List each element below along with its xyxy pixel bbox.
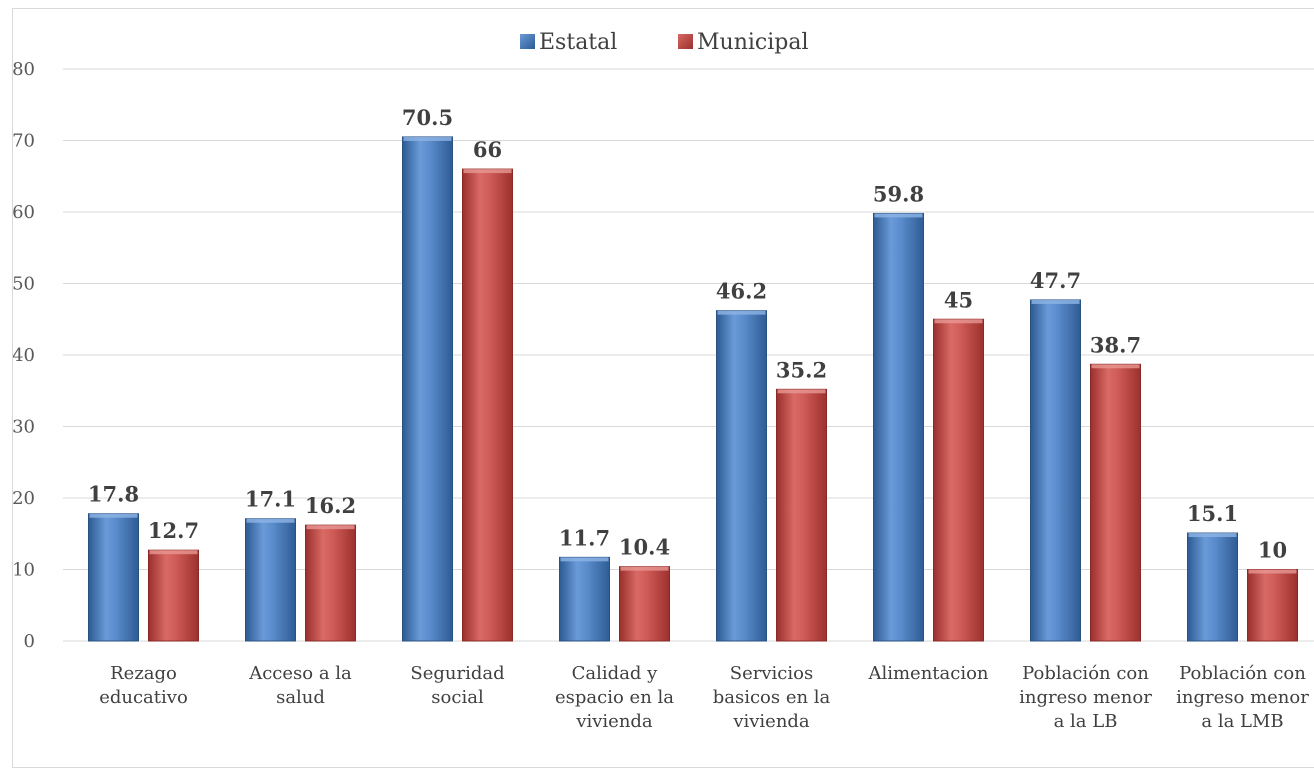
data-label-estatal-6: 47.7 xyxy=(1030,268,1081,293)
category-label: educativo xyxy=(99,687,188,708)
legend-label-municipal: Municipal xyxy=(697,30,809,55)
bar-estatal-6 xyxy=(1030,299,1081,642)
y-tick-label: 10 xyxy=(13,560,35,581)
bar-top-highlight xyxy=(1248,569,1297,574)
y-tick-label: 40 xyxy=(13,345,35,366)
bar-top-highlight xyxy=(717,310,766,315)
bar-municipal-1 xyxy=(305,524,356,642)
bar-estatal-0 xyxy=(88,513,139,642)
bar-top-highlight xyxy=(149,550,198,555)
bar-municipal-7 xyxy=(1247,569,1298,642)
bars xyxy=(88,136,1298,642)
bar-estatal-4 xyxy=(716,310,767,642)
legend-swatch-estatal xyxy=(520,34,535,49)
data-label-municipal-0: 12.7 xyxy=(148,518,199,543)
data-label-municipal-5: 45 xyxy=(944,287,973,312)
bar-estatal-1 xyxy=(245,518,296,642)
chart-frame: 0 10 20 30 40 50 60 70 80 17.8 12.7 17.1 16.2 70.5 66… xyxy=(12,8,1314,768)
data-label-municipal-1: 16.2 xyxy=(305,493,356,518)
bar-estatal-3 xyxy=(559,556,610,642)
bar-estatal-5 xyxy=(873,212,924,642)
data-label-estatal-7: 15.1 xyxy=(1187,501,1238,526)
data-label-municipal-4: 35.2 xyxy=(776,357,827,382)
category-label: basicos en la xyxy=(713,687,831,708)
bar-top-highlight xyxy=(463,169,512,174)
data-label-municipal-6: 38.7 xyxy=(1090,332,1141,357)
bar-municipal-0 xyxy=(148,549,199,642)
category-label: Acceso a la xyxy=(248,663,352,684)
category-label: vivienda xyxy=(732,711,810,732)
bar-municipal-5 xyxy=(933,318,984,642)
bar-top-highlight xyxy=(934,319,983,324)
bar-top-highlight xyxy=(1188,533,1237,538)
category-label: Población con xyxy=(1022,663,1149,684)
bar-chart: 0 10 20 30 40 50 60 70 80 17.8 12.7 17.1 16.2 70.5 66… xyxy=(13,30,1314,732)
bar-top-highlight xyxy=(620,566,669,571)
bar-top-highlight xyxy=(560,557,609,562)
legend-swatch-municipal xyxy=(678,34,693,49)
category-label: Seguridad xyxy=(410,663,504,684)
data-label-estatal-1: 17.1 xyxy=(245,487,296,512)
category-label: espacio en la xyxy=(555,687,674,708)
legend-label-estatal: Estatal xyxy=(539,30,617,55)
category-label: ingreso menor xyxy=(1019,687,1152,708)
category-label: Rezago xyxy=(110,663,177,684)
category-label: a la LMB xyxy=(1201,711,1283,732)
y-tick-label: 50 xyxy=(13,274,35,295)
category-label: a la LB xyxy=(1054,711,1118,732)
bar-top-highlight xyxy=(777,389,826,394)
bar-estatal-7 xyxy=(1187,532,1238,642)
bar-top-highlight xyxy=(246,518,295,523)
bar-top-highlight xyxy=(1031,299,1080,304)
data-label-municipal-2: 66 xyxy=(473,137,502,162)
x-axis-categories: Rezago educativo Acceso a la salud Seguridad… xyxy=(99,663,1309,732)
category-label: ingreso menor xyxy=(1176,687,1309,708)
data-label-municipal-3: 10.4 xyxy=(619,535,670,560)
y-tick-label: 80 xyxy=(13,59,35,80)
bar-top-highlight xyxy=(89,513,138,518)
category-label: Alimentacion xyxy=(867,663,988,684)
data-label-estatal-5: 59.8 xyxy=(873,181,924,206)
category-label: Calidad y xyxy=(572,663,659,684)
bar-municipal-3 xyxy=(619,566,670,642)
data-labels: 17.8 12.7 17.1 16.2 70.5 66 11.7 10.4 46.2 35.2 59… xyxy=(88,105,1287,563)
data-label-estatal-0: 17.8 xyxy=(88,482,139,507)
bar-municipal-6 xyxy=(1090,363,1141,642)
data-label-estatal-4: 46.2 xyxy=(716,279,767,304)
category-label: social xyxy=(431,687,484,708)
bar-top-highlight xyxy=(1091,364,1140,369)
bar-top-highlight xyxy=(306,525,355,530)
category-label: Servicios xyxy=(730,663,813,684)
legend: Estatal Municipal xyxy=(520,30,809,55)
y-tick-label: 20 xyxy=(13,488,35,509)
category-label: Población con xyxy=(1179,663,1306,684)
bar-estatal-2 xyxy=(402,136,453,642)
y-tick-label: 0 xyxy=(24,631,35,652)
bar-top-highlight xyxy=(403,136,452,141)
data-label-estatal-2: 70.5 xyxy=(402,105,453,130)
bar-municipal-4 xyxy=(776,388,827,642)
bar-top-highlight xyxy=(874,213,923,218)
category-label: salud xyxy=(276,687,325,708)
y-axis-ticks: 0 10 20 30 40 50 60 70 80 xyxy=(13,59,35,652)
y-tick-label: 30 xyxy=(13,417,35,438)
data-label-municipal-7: 10 xyxy=(1258,538,1287,563)
y-tick-label: 70 xyxy=(13,131,35,152)
data-label-estatal-3: 11.7 xyxy=(559,525,610,550)
bar-municipal-2 xyxy=(462,168,513,642)
category-label: vivienda xyxy=(575,711,653,732)
y-tick-label: 60 xyxy=(13,202,35,223)
